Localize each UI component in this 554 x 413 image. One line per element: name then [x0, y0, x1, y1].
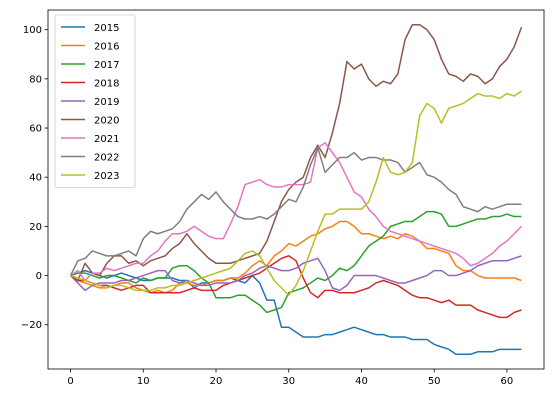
legend-box [54, 14, 136, 188]
series-line-2019 [70, 255, 522, 292]
series-layer [69, 24, 523, 355]
x-tick-label: 60 [501, 376, 514, 387]
legend-label-2015: 2015 [94, 23, 119, 34]
series-line-2015 [70, 269, 522, 355]
series-line-2021 [70, 142, 522, 282]
y-tick-label: 20 [29, 222, 42, 233]
legend: 2015 2016 2017 2018 2019 2020 2021 2022 2023 [54, 14, 136, 188]
legend-label-2019: 2019 [94, 97, 119, 108]
legend-label-2016: 2016 [94, 42, 119, 53]
y-tick-label: 40 [29, 173, 42, 184]
x-tick-label: 40 [355, 376, 368, 387]
series-line-2016 [70, 220, 522, 294]
legend-label-2021: 2021 [94, 134, 119, 145]
series-line-2018 [70, 255, 522, 319]
x-tick-label: 10 [137, 376, 150, 387]
y-tick-label: 80 [29, 74, 42, 85]
legend-label-2018: 2018 [94, 79, 119, 90]
y-tick-label: −20 [21, 320, 42, 331]
x-tick-label: 0 [67, 376, 73, 387]
x-tick-label: 30 [282, 376, 295, 387]
y-tick-label: 0 [36, 271, 42, 282]
series-line-2020 [70, 24, 523, 282]
plot-frame [47, 9, 545, 370]
series-line-2023 [70, 90, 522, 296]
legend-label-2017: 2017 [94, 60, 119, 71]
legend-label-2023: 2023 [94, 171, 119, 182]
x-tick-label: 20 [210, 376, 223, 387]
series-line-2022 [69, 146, 522, 276]
y-tick-label: 100 [23, 25, 42, 36]
x-tick-label: 50 [428, 376, 441, 387]
y-tick-label: 60 [29, 124, 42, 135]
legend-label-2020: 2020 [94, 116, 119, 127]
axis-ticks: 0 10 20 30 40 50 60 −20 0 20 40 60 80 100 [21, 25, 513, 387]
series-line-2017 [70, 210, 522, 314]
legend-label-2022: 2022 [94, 153, 119, 164]
